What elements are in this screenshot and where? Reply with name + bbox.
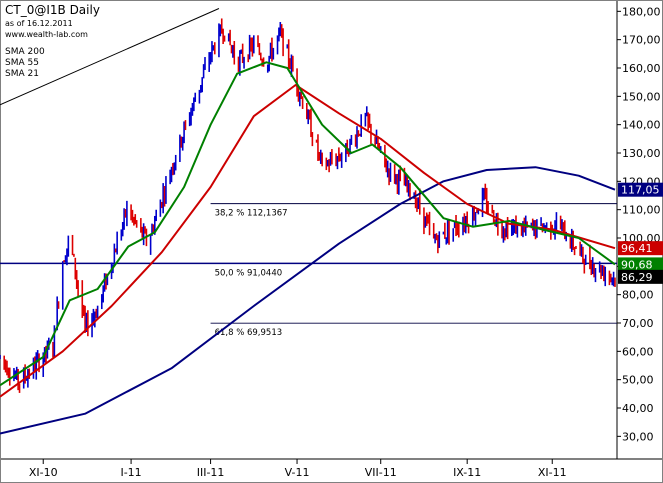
y-tick-label: 180,00 xyxy=(622,5,661,18)
y-tick-label: 30,00 xyxy=(622,430,654,443)
y-tick-label: 110,00 xyxy=(622,204,661,217)
y-tick-label: 140,00 xyxy=(622,119,661,132)
x-tick-label: IX-11 xyxy=(453,466,481,479)
value-tag: 117,05 xyxy=(618,182,663,197)
x-tick-label: III-11 xyxy=(197,466,225,479)
y-tick-label: 130,00 xyxy=(622,147,661,160)
fib-level-label: 61,8 % 69,9513 xyxy=(215,328,283,338)
x-tick-label: I-11 xyxy=(120,466,141,479)
value-tag: 86,29 xyxy=(618,269,663,284)
value-tag-label: 117,05 xyxy=(621,184,660,197)
x-tick-label: V-11 xyxy=(285,466,310,479)
y-tick-label: 50,00 xyxy=(622,374,654,387)
value-tag-label: 96,41 xyxy=(621,242,653,255)
x-tick-label: XI-11 xyxy=(538,466,567,479)
sma21-line xyxy=(0,61,616,387)
legend: SMA 200 SMA 55 SMA 21 xyxy=(5,47,45,79)
chart-subtitle: as of 16.12.2011 xyxy=(5,19,73,28)
value-tag-bg xyxy=(618,241,663,256)
chart-header: CT_0@I1B Daily as of 16.12.2011 www.weal… xyxy=(5,3,100,39)
value-tag: 90,68 xyxy=(618,257,663,272)
legend-sma200: SMA 200 xyxy=(5,47,45,57)
y-tick-label: 60,00 xyxy=(622,345,654,358)
chart-source: www.wealth-lab.com xyxy=(5,30,88,39)
x-tick-label: XI-10 xyxy=(29,466,58,479)
fib-level-label: 50,0 % 91,0440 xyxy=(215,268,283,278)
value-tag: 96,41 xyxy=(618,241,663,256)
value-tag-bg xyxy=(618,182,663,197)
legend-sma21: SMA 21 xyxy=(5,69,39,79)
value-tag-label: 90,68 xyxy=(621,258,653,271)
value-tag-bg xyxy=(618,269,663,284)
value-tag-bg xyxy=(618,257,663,272)
y-tick-label: 80,00 xyxy=(622,289,654,302)
y-tick-label: 150,00 xyxy=(622,90,661,103)
fib-level-label: 38,2 % 112,1367 xyxy=(215,209,288,219)
price-bars xyxy=(0,18,616,393)
y-tick-label: 170,00 xyxy=(622,34,661,47)
value-tag-label: 86,29 xyxy=(621,271,653,284)
y-tick-label: 70,00 xyxy=(622,317,654,330)
trendline xyxy=(0,8,220,106)
y-tick-label: 40,00 xyxy=(622,402,654,415)
sma55-line xyxy=(0,84,616,398)
legend-sma55: SMA 55 xyxy=(5,58,39,68)
sma200-line xyxy=(0,166,616,435)
x-tick-label: VII-11 xyxy=(365,466,397,479)
y-tick-label: 160,00 xyxy=(622,62,661,75)
chart-title: CT_0@I1B Daily xyxy=(5,3,100,17)
